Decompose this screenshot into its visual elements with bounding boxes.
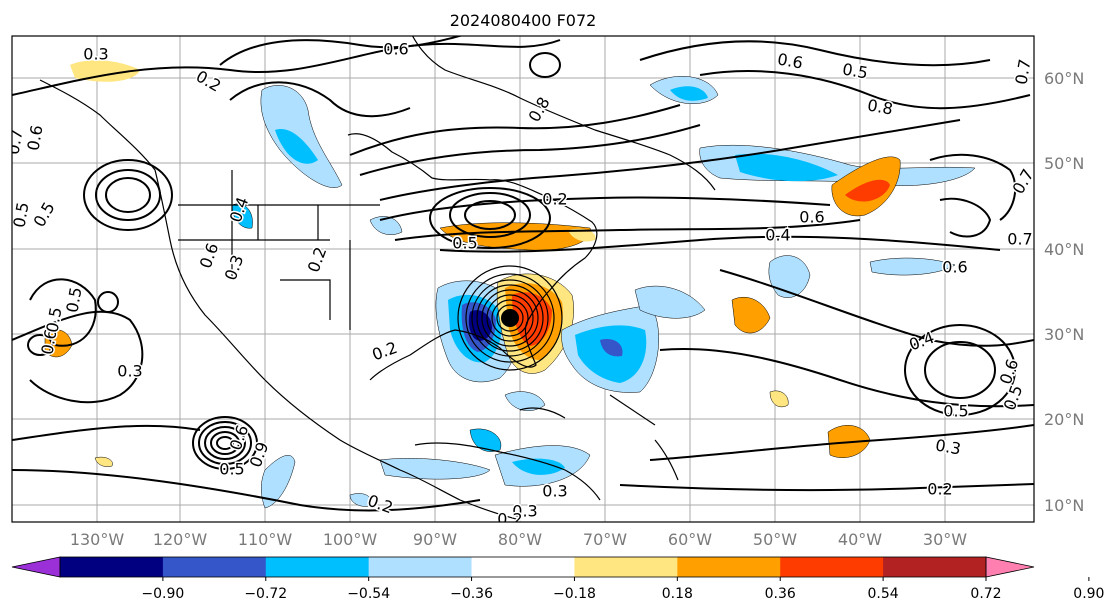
- shade-negative: [349, 493, 372, 507]
- latitude-label: 20°N: [1044, 410, 1084, 429]
- longitude-label: 80°W: [498, 530, 542, 549]
- contour-label: 0.5: [943, 402, 968, 421]
- longitude-label: 50°W: [753, 530, 797, 549]
- contour-label: 0.5: [452, 234, 477, 253]
- shade-negative: [369, 216, 403, 235]
- shade-negative: [869, 257, 956, 276]
- contour-label: 0.6: [383, 40, 408, 59]
- contour-label: 0.4: [765, 226, 790, 245]
- colorbar-segment: [883, 557, 987, 577]
- colorbar-tick-label: 0.54: [868, 586, 899, 602]
- shade-negative: [379, 458, 491, 480]
- vortex-contours: [457, 265, 563, 371]
- contour-label: 0.3: [117, 362, 142, 381]
- map-frame: [11, 35, 1035, 523]
- contour-label: 0.2: [927, 480, 952, 499]
- shade-negative: [512, 458, 565, 475]
- longitude-label: 110°W: [238, 530, 293, 549]
- contour-label: 0.7: [1007, 230, 1032, 249]
- shade-negative: [260, 85, 343, 188]
- longitude-label: 130°W: [70, 530, 125, 549]
- longitude-label: 100°W: [323, 530, 378, 549]
- shade-negative: [504, 391, 546, 411]
- shaded-fields: [44, 60, 976, 509]
- colorbar-segment: [265, 557, 370, 577]
- longitude-label: 60°W: [668, 530, 712, 549]
- contour-label: 0.6: [23, 124, 46, 152]
- shade-positive: [731, 296, 771, 334]
- contour-label: 0.6: [942, 258, 967, 277]
- latitude-labels: 60°N 50°N 40°N 30°N 20°N 10°N: [1044, 69, 1084, 515]
- longitude-label: 30°W: [923, 530, 967, 549]
- colorbar-tick-label: −0.36: [450, 586, 493, 602]
- longitude-label: 120°W: [153, 530, 208, 549]
- coastlines: [39, 36, 716, 521]
- colorbar-tick-label: −0.18: [553, 586, 596, 602]
- shade-negative: [600, 339, 623, 357]
- latitude-label: 10°N: [1044, 496, 1084, 515]
- colorbar-segment: [780, 557, 884, 577]
- contour-label: 0.2: [497, 510, 522, 529]
- shade-negative: [670, 86, 708, 101]
- shade-negative: [735, 153, 838, 182]
- colorbar-tick-label: 0.36: [765, 586, 796, 602]
- contour-label: 0.3: [542, 482, 567, 501]
- shade-negative: [261, 455, 296, 509]
- contour-label: 0.3: [512, 502, 537, 521]
- longitude-label: 40°W: [838, 530, 882, 549]
- colorbar-segment: [677, 557, 781, 577]
- map-plot-area: 0.30.20.60.80.6 0.70.50.80.70.60.40.60.50…: [9, 36, 1034, 529]
- latitude-label: 60°N: [1044, 69, 1084, 88]
- colorbar-tick-label: −0.54: [347, 586, 390, 602]
- contour-lines: [12, 36, 1034, 512]
- map-title: 2024080400 F072: [450, 11, 597, 30]
- colorbar-lower-extend: [11, 556, 61, 578]
- shade-negative: [469, 428, 502, 452]
- shade-positive: [845, 179, 890, 202]
- colorbar-segment: [162, 557, 267, 577]
- longitude-label: 70°W: [583, 530, 627, 549]
- shade-positive: [568, 228, 596, 242]
- contour-label: 0.3: [934, 435, 962, 458]
- colorbar-tick-label: 0.18: [662, 586, 693, 602]
- latitude-label: 30°N: [1044, 325, 1084, 344]
- colorbar-tick-label: −0.90: [141, 586, 184, 602]
- contour-label: 0.3: [83, 45, 108, 64]
- colorbar-segment: [471, 557, 575, 577]
- latitude-label: 50°N: [1044, 154, 1084, 173]
- colorbar-upper-extend: [985, 556, 1035, 578]
- shade-positive: [769, 390, 789, 408]
- longitude-label: 90°W: [413, 530, 457, 549]
- colorbar-segment: [574, 557, 678, 577]
- colorbar: −0.90 −0.72 −0.54 −0.36 −0.18 0.18 0.36 0.54 0.7…: [11, 556, 1104, 602]
- contour-label: 0.5: [219, 460, 244, 479]
- contour-label: 0.6: [799, 208, 824, 227]
- colorbar-segment: [368, 557, 473, 577]
- latitude-label: 40°N: [1044, 240, 1084, 259]
- shade-negative: [275, 129, 318, 164]
- contour-label: 0.5: [9, 201, 32, 229]
- shade-negative: [634, 285, 706, 319]
- shade-positive: [70, 60, 140, 82]
- colorbar-tick-label: 0.72: [970, 586, 1001, 602]
- shade-positive: [94, 456, 113, 467]
- vortex-center-marker: [501, 309, 519, 327]
- colorbar-tick-label: 0.90: [1073, 586, 1104, 602]
- shade-positive: [512, 292, 552, 346]
- colorbar-segment: [60, 557, 164, 577]
- contour-label: 0.2: [542, 190, 567, 209]
- longitude-labels: 130°W 120°W 110°W 100°W 90°W 80°W 70°W 60°W 50°W…: [70, 530, 967, 549]
- colorbar-tick-label: −0.72: [244, 586, 287, 602]
